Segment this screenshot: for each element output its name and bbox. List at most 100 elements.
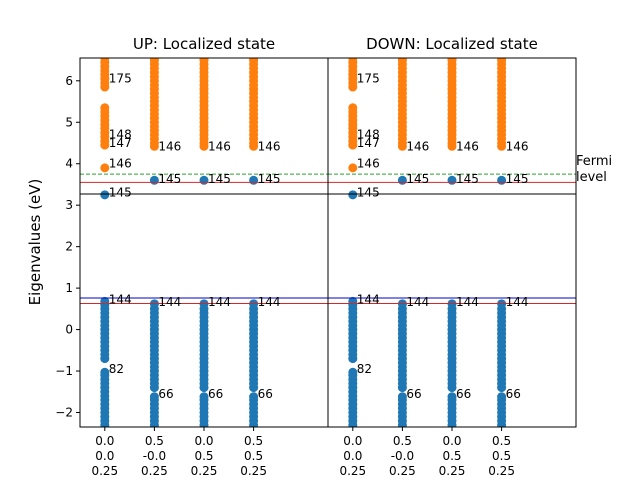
band-index-label: 146 bbox=[456, 139, 479, 153]
x-tick-label: 0.5 bbox=[244, 449, 263, 463]
band-index-label: 144 bbox=[258, 295, 281, 309]
band-index-label: 82 bbox=[357, 362, 372, 376]
x-tick-label: 0.5 bbox=[194, 449, 213, 463]
valence-state-point bbox=[149, 392, 159, 402]
conduction-state-point bbox=[348, 103, 358, 113]
fermi-level-label: level bbox=[576, 170, 607, 185]
x-tick-label: 0.25 bbox=[240, 464, 267, 478]
y-tick-label: 1 bbox=[65, 281, 73, 295]
band-index-label: 66 bbox=[506, 387, 521, 401]
plot-area bbox=[80, 58, 328, 427]
valence-state-point bbox=[348, 190, 358, 200]
band-index-label: 146 bbox=[357, 157, 380, 171]
x-tick-label: 0.0 bbox=[343, 434, 362, 448]
band-index-label: 145 bbox=[456, 172, 479, 186]
conduction-state-point bbox=[397, 58, 407, 63]
x-tick-label: 0.5 bbox=[492, 449, 511, 463]
x-tick-label: -0.0 bbox=[391, 449, 414, 463]
valence-state-point bbox=[100, 367, 110, 377]
conduction-state-point bbox=[149, 58, 159, 63]
conduction-state-point bbox=[497, 58, 507, 63]
band-index-label: 66 bbox=[158, 387, 173, 401]
valence-state-point bbox=[447, 392, 457, 402]
plot-area bbox=[328, 58, 576, 427]
band-index-label: 148 bbox=[109, 128, 132, 142]
band-index-label: 144 bbox=[357, 292, 380, 306]
valence-state-point bbox=[249, 392, 259, 402]
x-tick-label: 0.25 bbox=[488, 464, 515, 478]
x-tick-label: 0.25 bbox=[141, 464, 168, 478]
y-tick-label: −2 bbox=[55, 405, 73, 419]
conduction-state-point bbox=[100, 58, 110, 63]
band-index-label: 146 bbox=[158, 139, 181, 153]
x-tick-label: 0.0 bbox=[95, 449, 114, 463]
panel-title-up: UP: Localized state bbox=[133, 35, 275, 53]
y-tick-label: 2 bbox=[65, 240, 73, 254]
y-tick-label: 4 bbox=[65, 157, 73, 171]
band-index-label: 145 bbox=[158, 172, 181, 186]
valence-state-point bbox=[199, 392, 209, 402]
band-index-label: 66 bbox=[208, 387, 223, 401]
band-index-label: 146 bbox=[109, 157, 132, 171]
band-index-label: 66 bbox=[456, 387, 471, 401]
x-tick-label: 0.0 bbox=[442, 434, 461, 448]
band-index-label: 145 bbox=[506, 172, 529, 186]
panel-title-down: DOWN: Localized state bbox=[366, 35, 538, 53]
x-tick-label: 0.0 bbox=[194, 434, 213, 448]
conduction-state-point bbox=[100, 103, 110, 113]
band-index-label: 175 bbox=[109, 72, 132, 86]
band-index-label: 144 bbox=[456, 295, 479, 309]
valence-state-point bbox=[100, 190, 110, 200]
band-index-label: 145 bbox=[357, 186, 380, 200]
band-index-label: 144 bbox=[109, 292, 132, 306]
band-index-label: 147 bbox=[357, 136, 380, 150]
band-index-label: 146 bbox=[208, 139, 231, 153]
x-tick-label: 0.5 bbox=[393, 434, 412, 448]
conduction-state-point bbox=[199, 58, 209, 63]
x-tick-label: 0.25 bbox=[439, 464, 466, 478]
valence-state-point bbox=[397, 392, 407, 402]
band-index-label: 144 bbox=[406, 295, 429, 309]
conduction-state-point bbox=[100, 163, 110, 173]
band-index-label: 145 bbox=[109, 186, 132, 200]
x-tick-label: 0.25 bbox=[389, 464, 416, 478]
y-tick-label: −1 bbox=[55, 364, 73, 378]
band-index-label: 145 bbox=[406, 172, 429, 186]
x-tick-label: 0.0 bbox=[95, 434, 114, 448]
band-index-label: 144 bbox=[506, 295, 529, 309]
x-tick-label: 0.5 bbox=[145, 434, 164, 448]
x-tick-label: 0.25 bbox=[191, 464, 218, 478]
x-tick-label: 0.5 bbox=[492, 434, 511, 448]
band-index-label: 144 bbox=[158, 295, 181, 309]
band-index-label: 145 bbox=[258, 172, 281, 186]
x-tick-label: 0.0 bbox=[343, 449, 362, 463]
x-tick-label: -0.0 bbox=[143, 449, 166, 463]
y-axis-label: Eigenvalues (eV) bbox=[26, 179, 44, 306]
conduction-state-point bbox=[348, 58, 358, 63]
y-tick-label: 6 bbox=[65, 74, 73, 88]
band-index-label: 175 bbox=[357, 72, 380, 86]
band-index-label: 144 bbox=[208, 295, 231, 309]
x-tick-label: 0.25 bbox=[91, 464, 118, 478]
conduction-state-point bbox=[249, 58, 259, 63]
band-index-label: 66 bbox=[258, 387, 273, 401]
valence-state-point bbox=[348, 367, 358, 377]
x-tick-label: 0.5 bbox=[442, 449, 461, 463]
band-index-label: 148 bbox=[357, 128, 380, 142]
band-index-label: 82 bbox=[109, 362, 124, 376]
x-tick-label: 0.5 bbox=[244, 434, 263, 448]
y-tick-label: 5 bbox=[65, 115, 73, 129]
conduction-state-point bbox=[447, 58, 457, 63]
conduction-state-point bbox=[348, 163, 358, 173]
y-tick-label: 0 bbox=[65, 323, 73, 337]
x-tick-label: 0.25 bbox=[339, 464, 366, 478]
band-index-label: 146 bbox=[406, 139, 429, 153]
band-index-label: 146 bbox=[258, 139, 281, 153]
y-tick-label: 3 bbox=[65, 198, 73, 212]
band-index-label: 66 bbox=[406, 387, 421, 401]
fermi-level-label: Fermi bbox=[576, 154, 612, 169]
valence-state-point bbox=[497, 392, 507, 402]
